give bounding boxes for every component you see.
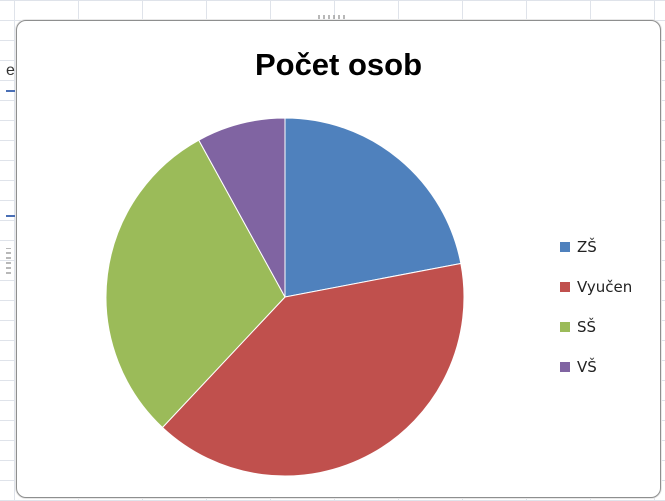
legend-label: SŠ [577,318,596,336]
chart-area[interactable]: Počet osob ZŠ Vyučen SŠ VŠ [16,20,661,498]
legend-item: Vyučen [560,267,632,307]
legend-swatch [560,322,570,332]
chart-resize-handle-left[interactable] [6,248,11,274]
chart-legend: ZŠ Vyučen SŠ VŠ [560,227,632,387]
legend-item: VŠ [560,347,632,387]
legend-label: VŠ [577,358,597,376]
legend-item: ZŠ [560,227,632,267]
legend-swatch [560,242,570,252]
legend-swatch [560,282,570,292]
legend-label: ZŠ [577,238,597,256]
partial-cell-text: e [6,62,15,80]
legend-item: SŠ [560,307,632,347]
legend-swatch [560,362,570,372]
legend-label: Vyučen [577,278,632,296]
